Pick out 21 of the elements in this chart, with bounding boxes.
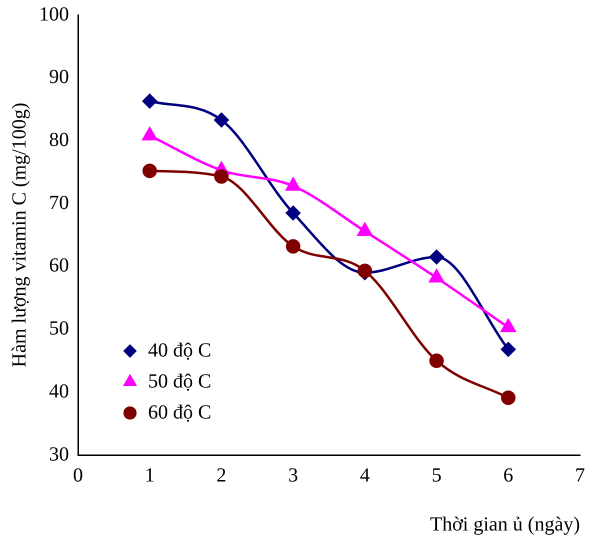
y-tick-label: 100 [39, 3, 69, 26]
y-tick-label: 70 [49, 192, 69, 214]
y-axis-title: Hàm lượng vitamin C (mg/100g) [8, 102, 30, 368]
legend-label: 50 độ C [148, 370, 212, 392]
x-tick-label: 2 [216, 464, 226, 486]
x-tick-label: 3 [288, 464, 298, 486]
x-axis-title: Thời gian ủ (ngày) [430, 513, 580, 536]
x-tick-label: 6 [503, 464, 514, 486]
y-tick-label: 30 [49, 443, 69, 466]
y-tick-label: 50 [49, 318, 69, 340]
x-tick-label: 4 [360, 464, 370, 486]
legend-label: 60 độ C [148, 401, 212, 424]
y-tick-label: 40 [49, 380, 69, 402]
x-tick-label: 5 [432, 464, 442, 486]
x-tick-label: 1 [144, 464, 155, 486]
y-tick-label: 60 [49, 254, 69, 277]
legend-label: 40 độ C [148, 339, 212, 362]
x-tick-label: 0 [73, 464, 83, 486]
y-tick-label: 80 [49, 128, 69, 151]
x-tick-label: 7 [575, 464, 585, 486]
y-tick-label: 90 [49, 66, 69, 88]
